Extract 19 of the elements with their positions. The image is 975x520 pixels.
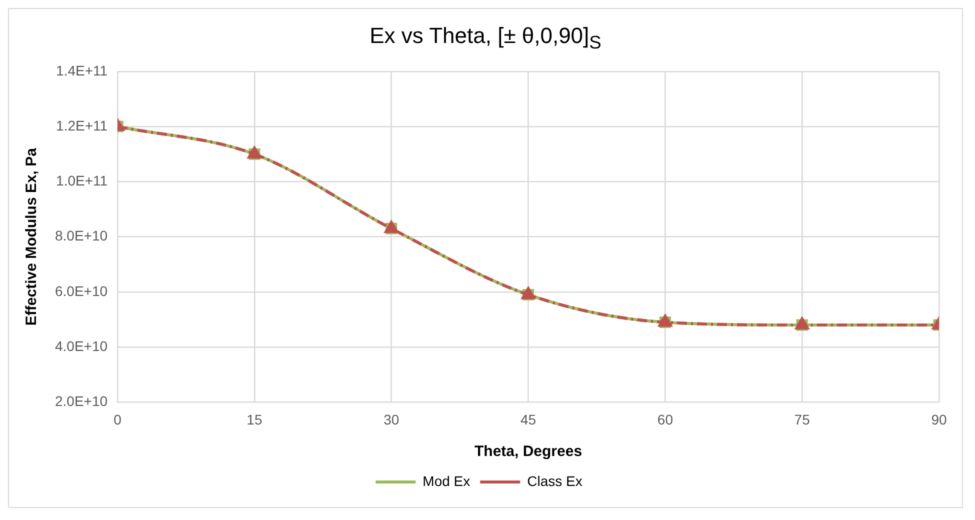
legend-label: Mod Ex [422, 472, 470, 489]
x-tick-label: 60 [657, 411, 674, 428]
x-tick-label: 0 [114, 411, 122, 428]
y-tick-label: 6.0E+10 [54, 282, 108, 299]
legend-label: Class Ex [527, 472, 582, 489]
x-tick-label: 45 [520, 411, 536, 428]
x-tick-label: 30 [384, 411, 400, 428]
y-tick-label: 1.0E+11 [56, 172, 108, 189]
chart-title: Ex vs Theta, [± θ,0,90]$_{S}$ [368, 22, 602, 53]
y-tick-label: 1.4E+11 [56, 62, 108, 78]
x-tick-label: 75 [794, 411, 810, 428]
x-axis-title: Theta, Degrees [474, 443, 582, 460]
y-axis-title: Effective Modulus Ex, Pa [23, 147, 40, 326]
y-tick-label: 4.0E+10 [54, 338, 108, 354]
y-tick-label: 8.0E+10 [54, 228, 108, 244]
y-tick-label: 2.0E+10 [54, 393, 108, 410]
x-tick-label: 90 [931, 411, 947, 428]
x-tick-label: 15 [246, 411, 262, 428]
y-tick-label: 1.2E+11 [56, 117, 108, 134]
